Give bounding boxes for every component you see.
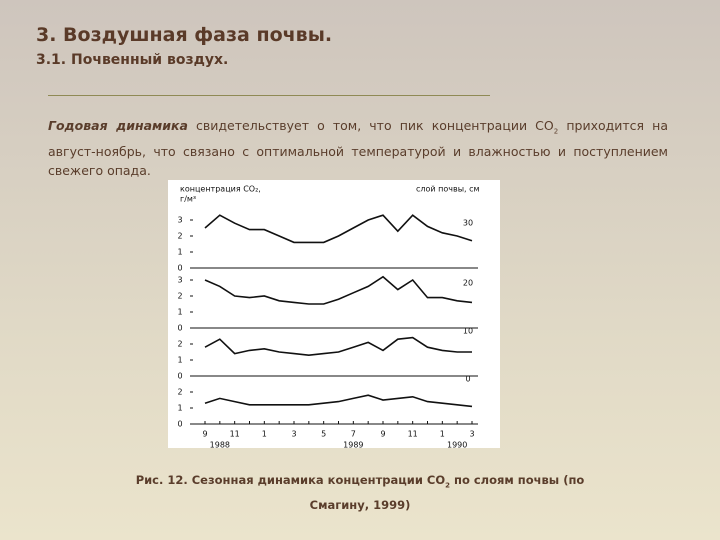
year-label: 1988: [210, 441, 230, 449]
series-label: 30: [463, 219, 473, 228]
bold-text: Годовая динамика: [48, 118, 188, 133]
y-tick-label: 1: [177, 404, 182, 413]
y-tick-label: 1: [177, 248, 182, 257]
data-line: [204, 214, 473, 244]
y-tick-label: 0: [177, 324, 182, 333]
x-tick-label: 11: [230, 430, 240, 439]
subscript: 2: [445, 481, 450, 490]
y-tick-label: 0: [177, 420, 182, 429]
x-tick-label: 9: [202, 430, 207, 439]
x-tick-label: 9: [380, 430, 385, 439]
divider: [48, 95, 490, 96]
data-line: [204, 394, 473, 408]
year-label: 1989: [343, 441, 363, 449]
y-axis-label: г/м³: [180, 195, 196, 204]
y-tick-label: 0: [177, 264, 182, 273]
y-tick-label: 3: [177, 216, 182, 225]
figure: 0 1 2 3 концентрация CO₂,г/м³ слой почвы, см 3…: [168, 180, 500, 448]
y-tick-label: 2: [177, 388, 182, 397]
data-line: [204, 336, 472, 357]
x-tick-label: 5: [321, 430, 326, 439]
y-tick-label: 3: [177, 276, 182, 285]
y-tick-label: 2: [177, 292, 182, 301]
y-axis-label: концентрация CO₂,: [180, 185, 261, 194]
year-label: 1990: [447, 441, 467, 449]
y-tick-label: 1: [177, 356, 182, 365]
paragraph: Годовая динамика свидетельствует о том, …: [48, 116, 668, 180]
series-label: 20: [463, 279, 473, 288]
text: Рис. 12. Сезонная динамика концентрации …: [135, 473, 446, 487]
text: приходится на август-ноябрь, что связано…: [48, 118, 669, 178]
figure-background: [168, 180, 500, 448]
x-tick-label: 3: [469, 430, 474, 439]
x-tick-label: 1: [440, 430, 445, 439]
series-label: 10: [463, 327, 473, 336]
text: свидетельствует о том, что пик концентра…: [187, 118, 554, 133]
x-tick-label: 3: [291, 430, 296, 439]
y-tick-label: 1: [177, 308, 182, 317]
x-tick-label: 1: [262, 430, 267, 439]
y-tick-label: 0: [177, 372, 182, 381]
title: 3. Воздушная фаза почвы.: [36, 24, 333, 46]
subscript: 2: [553, 127, 559, 136]
x-tick-label: 7: [351, 430, 356, 439]
text: по слоям почвы (по Смагину, 1999): [309, 473, 585, 513]
subtitle: 3.1. Почвенный воздух.: [36, 52, 229, 68]
series-label: 0: [465, 375, 470, 384]
y-tick-label: 2: [177, 232, 182, 241]
y-tick-label: 2: [177, 340, 182, 349]
caption: Рис. 12. Сезонная динамика концентрации …: [120, 470, 600, 515]
data-line: [204, 275, 473, 305]
legend-title: слой почвы, см: [416, 185, 480, 194]
x-tick-label: 11: [408, 430, 418, 439]
